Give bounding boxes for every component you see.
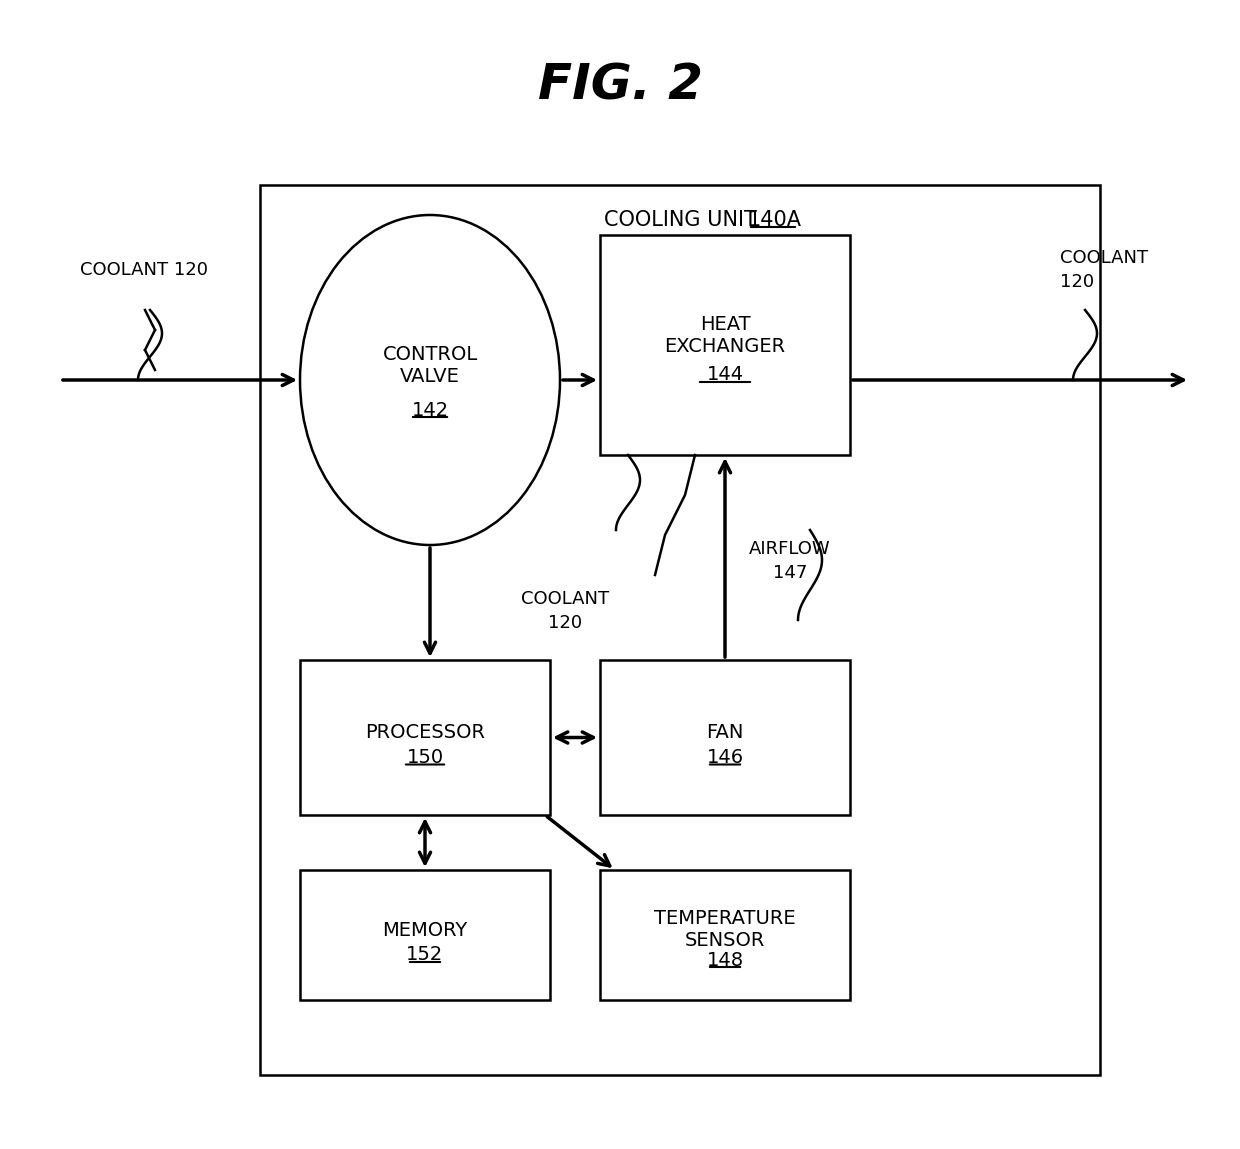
Text: AIRFLOW
147: AIRFLOW 147 xyxy=(749,540,831,581)
Text: 150: 150 xyxy=(407,748,444,768)
Text: 146: 146 xyxy=(707,748,744,768)
Text: COOLANT
120: COOLANT 120 xyxy=(1060,249,1148,291)
Text: 142: 142 xyxy=(412,401,449,419)
Text: CONTROL
VALVE: CONTROL VALVE xyxy=(382,345,477,386)
Text: FAN: FAN xyxy=(707,723,744,742)
Text: HEAT
EXCHANGER: HEAT EXCHANGER xyxy=(665,315,786,355)
Text: FIG. 2: FIG. 2 xyxy=(538,61,702,109)
Text: TEMPERATURE
SENSOR: TEMPERATURE SENSOR xyxy=(655,910,796,950)
Text: COOLANT
120: COOLANT 120 xyxy=(521,589,609,632)
Text: 152: 152 xyxy=(407,946,444,964)
Text: COOLING UNIT: COOLING UNIT xyxy=(604,210,756,230)
Text: 140A: 140A xyxy=(748,210,802,230)
Text: MEMORY: MEMORY xyxy=(382,920,467,940)
Text: PROCESSOR: PROCESSOR xyxy=(365,723,485,742)
Text: 148: 148 xyxy=(707,950,744,970)
Text: COOLANT 120: COOLANT 120 xyxy=(81,261,208,279)
Text: 144: 144 xyxy=(707,365,744,385)
